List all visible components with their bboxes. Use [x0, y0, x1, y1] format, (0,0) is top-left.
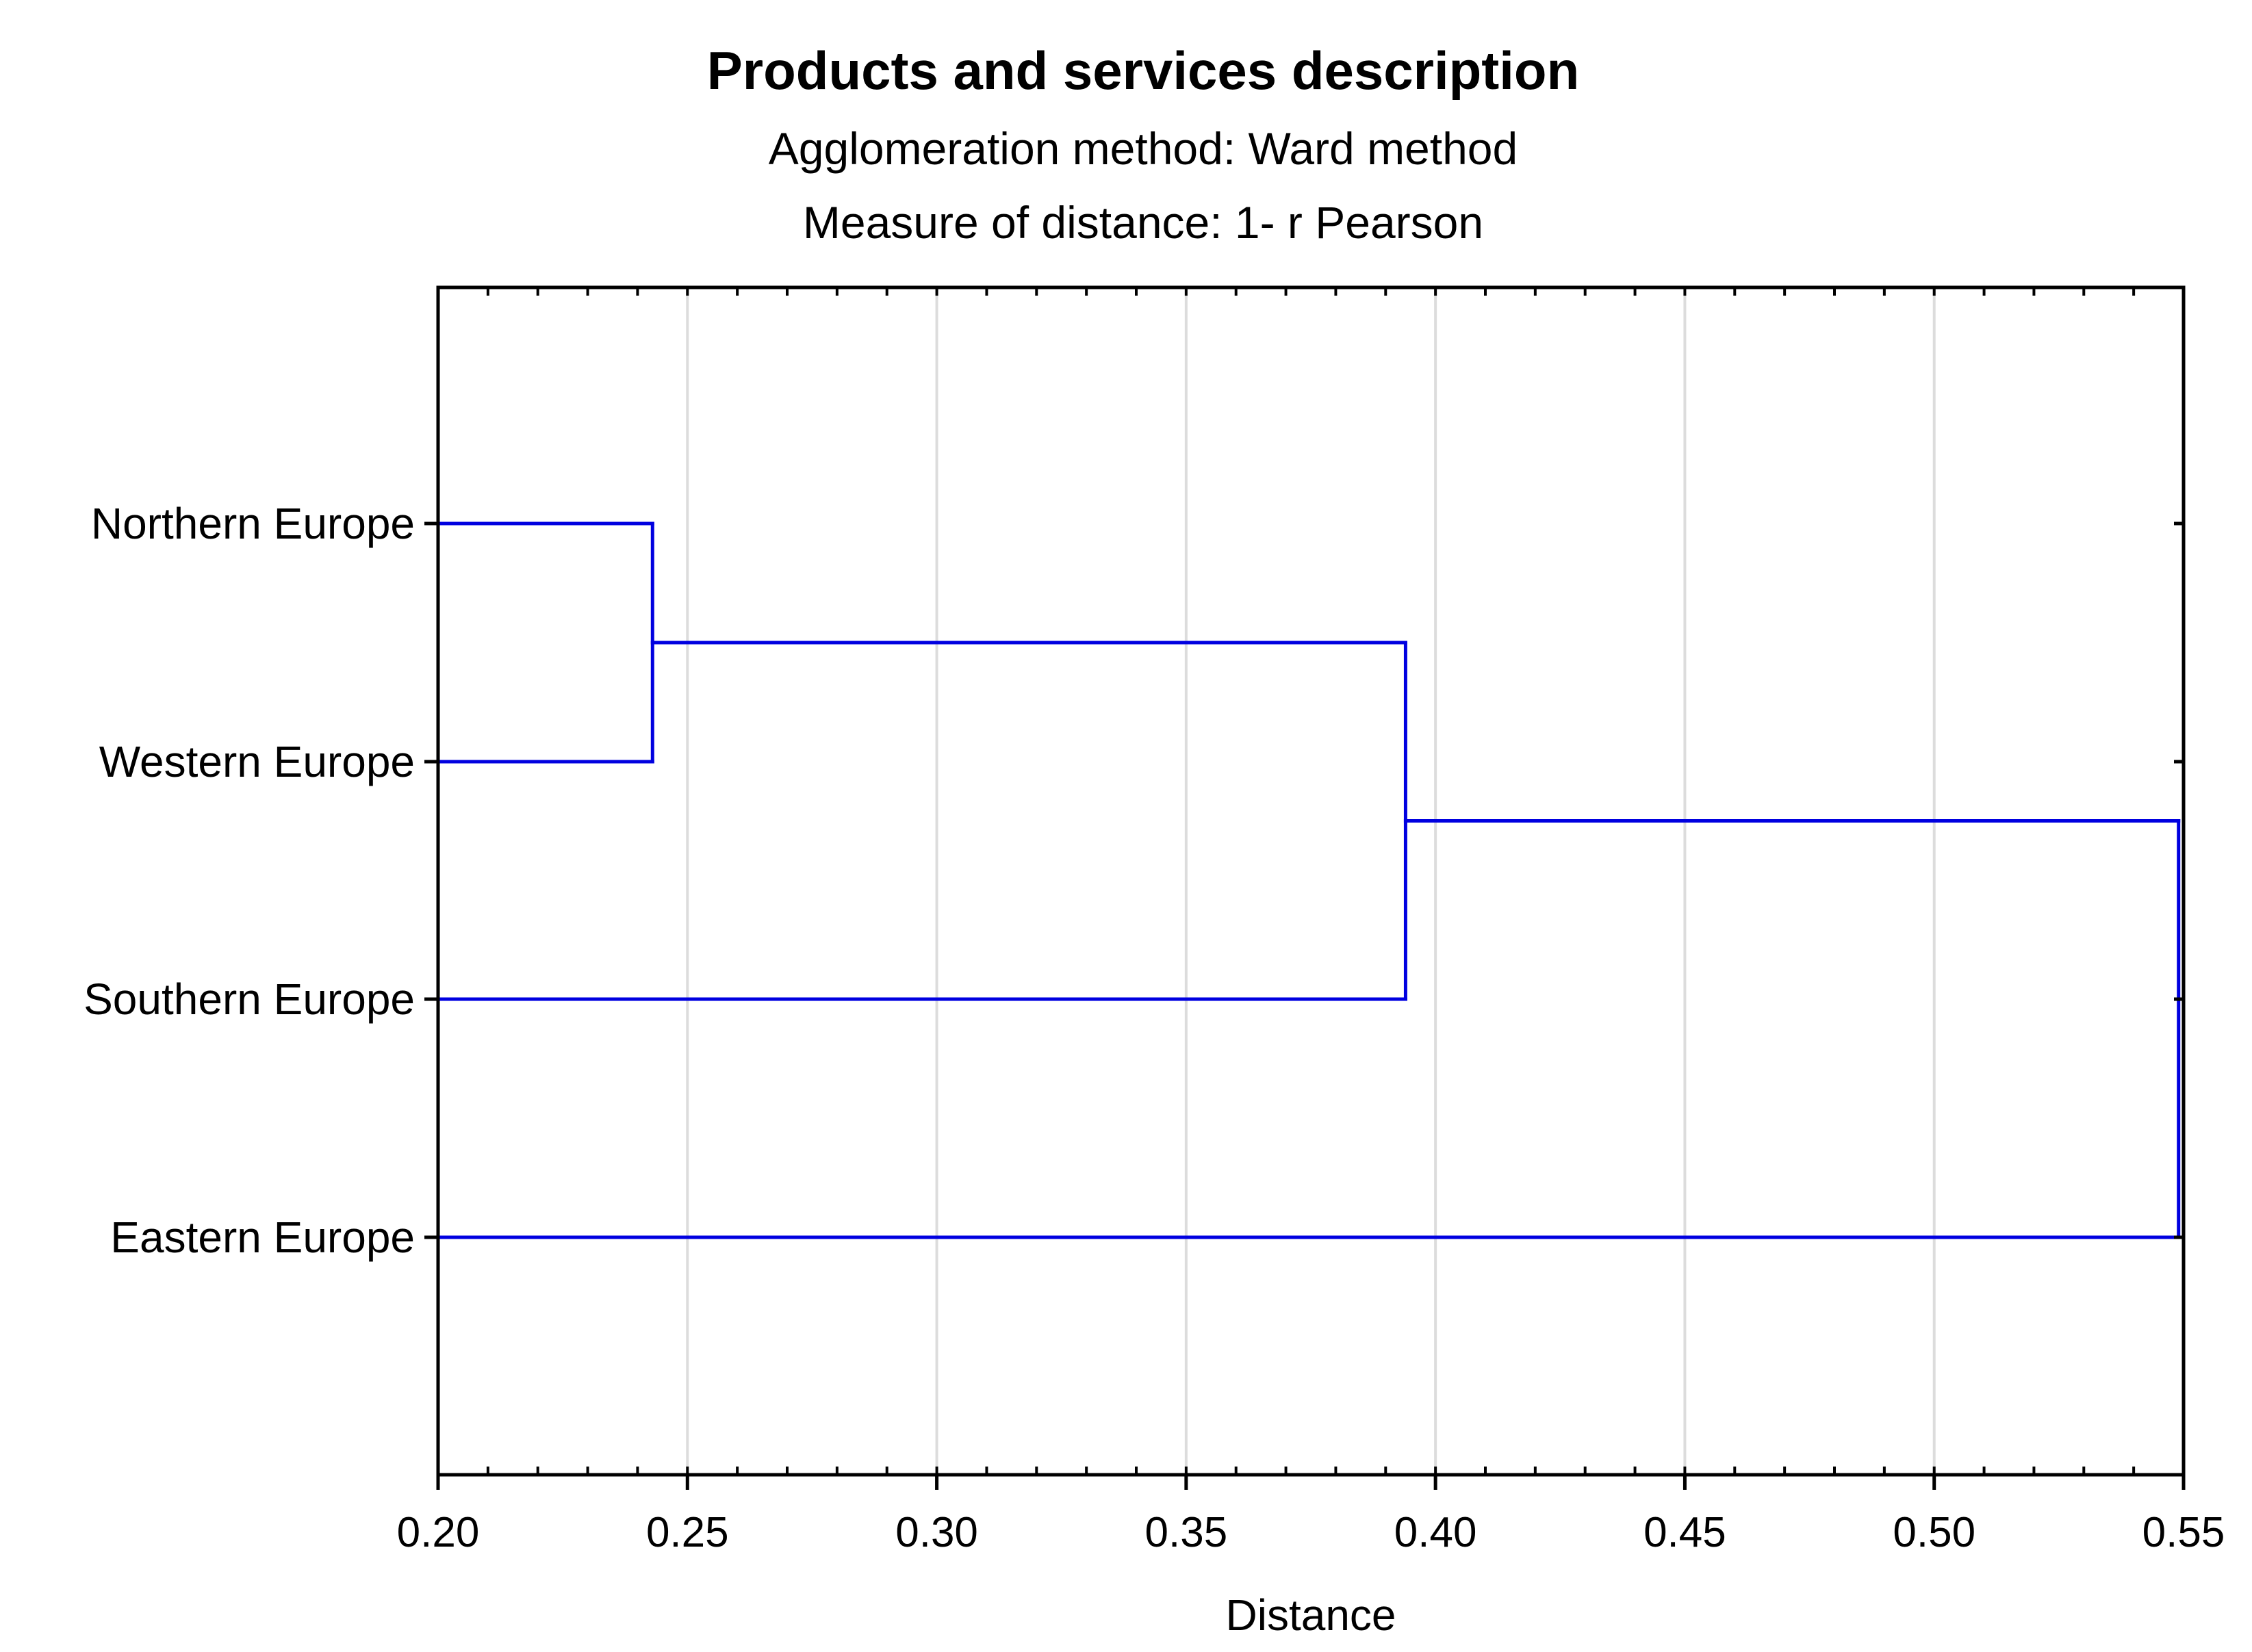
leaf-label: Northern Europe	[91, 499, 415, 548]
x-tick-label: 0.50	[1893, 1509, 1975, 1556]
x-tick-label: 0.30	[895, 1509, 978, 1556]
x-tick-label: 0.35	[1145, 1509, 1228, 1556]
plot-frame	[436, 285, 2186, 1477]
leaf-label: Southern Europe	[84, 975, 415, 1024]
minor-ticks	[486, 287, 2136, 1475]
x-axis-label: Distance	[1226, 1590, 1396, 1640]
leaf-labels: Northern Europe Western Europe Southern Eu…	[84, 499, 2184, 1262]
leaf-label: Western Europe	[99, 737, 415, 786]
x-axis-ticks: 0.20 0.25 0.30 0.35 0.40 0.45 0.50 0.55	[397, 1475, 2225, 1556]
leaf-label: Eastern Europe	[110, 1213, 415, 1262]
x-tick-label: 0.20	[397, 1509, 480, 1556]
chart-subtitle-distance: Measure of distance: 1- r Pearson	[803, 197, 1483, 248]
x-tick-label: 0.45	[1643, 1509, 1726, 1556]
x-tick-label: 0.55	[2142, 1509, 2225, 1556]
chart-subtitle-method: Agglomeration method: Ward method	[769, 123, 1518, 174]
x-tick-label: 0.40	[1394, 1509, 1477, 1556]
x-tick-label: 0.25	[646, 1509, 729, 1556]
grid-lines	[686, 287, 1936, 1475]
dendrogram-branches	[436, 521, 2181, 1239]
chart-title: Products and services description	[707, 40, 1579, 101]
